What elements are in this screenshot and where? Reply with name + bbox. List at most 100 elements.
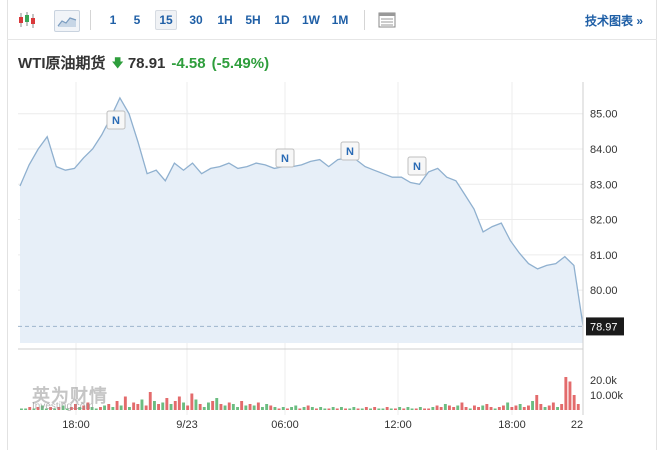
volume-bar xyxy=(290,407,293,410)
news-marker xyxy=(407,156,427,176)
volume-bar xyxy=(352,407,356,410)
volume-bar xyxy=(86,402,90,410)
timeframe-1h-button[interactable]: 1H xyxy=(217,13,233,27)
volume-bar xyxy=(306,405,310,410)
volume-bar xyxy=(560,404,564,410)
volume-bar xyxy=(468,408,472,410)
instrument-name: WTI原油期货 xyxy=(18,55,106,72)
volume-bar xyxy=(74,404,77,410)
volume-bar xyxy=(489,407,493,410)
area-chart-icon[interactable] xyxy=(54,10,80,32)
table-icon[interactable] xyxy=(376,10,398,30)
volume-bar xyxy=(389,408,393,410)
y-tick-label: 83.00 xyxy=(590,179,618,191)
volume-bar xyxy=(473,405,476,410)
timeframe-5-button[interactable]: 5 xyxy=(133,13,141,27)
volume-bar xyxy=(111,407,115,410)
volume-bar xyxy=(340,407,343,410)
volume-bar xyxy=(535,395,539,410)
volume-bar xyxy=(464,407,468,410)
toolbar-separator xyxy=(90,10,91,30)
volume-bar xyxy=(136,404,140,410)
technical-chart-link[interactable]: 技术图表 » xyxy=(584,14,643,28)
volume-bar xyxy=(182,402,185,410)
toolbar-separator xyxy=(364,10,365,30)
price-area-fill xyxy=(20,97,583,344)
volume-bar xyxy=(261,407,264,410)
volume-bar xyxy=(269,405,273,410)
volume-bar xyxy=(202,407,206,410)
volume-bar xyxy=(140,399,144,410)
volume-bar xyxy=(502,405,505,410)
timeframe-30-button[interactable]: 30 xyxy=(189,13,203,27)
volume-bar xyxy=(107,404,111,410)
timeframe-1-button[interactable]: 1 xyxy=(109,13,117,27)
volume-bar xyxy=(24,408,28,410)
volume-bar xyxy=(169,404,173,410)
volume-bar xyxy=(90,407,94,410)
volume-bar xyxy=(157,404,160,410)
volume-bar xyxy=(32,408,36,410)
volume-bar xyxy=(423,408,426,410)
volume-bar xyxy=(223,405,227,410)
volume-bar xyxy=(319,407,323,410)
volume-bar xyxy=(36,407,40,410)
x-tick-label: 18:00 xyxy=(62,419,90,431)
volume-bar xyxy=(497,407,501,410)
price-change: -4.58 xyxy=(171,55,206,72)
volume-bar xyxy=(94,408,98,410)
volume-bar xyxy=(211,401,215,410)
volume-bar xyxy=(44,408,48,410)
volume-bar xyxy=(256,402,260,410)
volume-bar xyxy=(144,405,148,410)
volume-bar xyxy=(385,407,389,410)
volume-bar xyxy=(414,408,418,410)
timeframe-1d-button[interactable]: 1D xyxy=(274,13,290,27)
volume-bar xyxy=(576,404,580,410)
volume-bar xyxy=(527,405,530,410)
volume-bar xyxy=(161,402,165,410)
volume-bar xyxy=(427,408,431,410)
volume-bar xyxy=(539,404,543,410)
volume-bar xyxy=(315,408,318,410)
volume-bar xyxy=(265,404,269,410)
volume-bar xyxy=(231,404,235,410)
volume-bar xyxy=(115,401,119,410)
candlestick-icon[interactable] xyxy=(16,10,38,30)
volume-bar xyxy=(177,396,181,410)
volume-bar xyxy=(103,405,106,410)
volume-bar xyxy=(252,405,256,410)
timeframe-5h-button[interactable]: 5H xyxy=(245,13,261,27)
volume-bar xyxy=(452,407,456,410)
volume-bar xyxy=(323,408,327,410)
volume-bar xyxy=(248,404,252,410)
volume-bar xyxy=(364,407,368,410)
volume-bar xyxy=(543,407,547,410)
volume-bar xyxy=(551,402,555,410)
volume-bar xyxy=(477,407,480,410)
news-marker-label: N xyxy=(112,115,120,127)
volume-bar xyxy=(556,407,559,410)
timeframe-1m-button[interactable]: 1M xyxy=(331,13,349,27)
x-tick-label: 22 xyxy=(571,419,583,431)
volume-bar xyxy=(65,408,69,410)
volume-bar xyxy=(510,407,514,410)
volume-bar xyxy=(431,407,435,410)
timeframe-15-button[interactable]: 15 xyxy=(155,10,177,30)
volume-bar xyxy=(82,405,86,410)
price-change-percent: (-5.49%) xyxy=(211,55,270,72)
volume-bar xyxy=(356,408,360,410)
volume-bar xyxy=(335,408,339,410)
volume-bar xyxy=(123,396,127,410)
volume-bar xyxy=(219,404,223,410)
volume-bar xyxy=(369,408,372,410)
timeframe-1w-button[interactable]: 1W xyxy=(302,13,320,27)
volume-bar xyxy=(286,408,289,410)
news-marker-label: N xyxy=(281,153,289,165)
quote-header: WTI原油期货 🡇 78.91 -4.58 (-5.49%) xyxy=(18,52,269,76)
down-arrow-icon: 🡇 xyxy=(111,56,124,70)
news-markers: N N N N xyxy=(106,110,427,176)
volume-bar xyxy=(173,401,177,410)
volume-bar xyxy=(61,405,65,410)
